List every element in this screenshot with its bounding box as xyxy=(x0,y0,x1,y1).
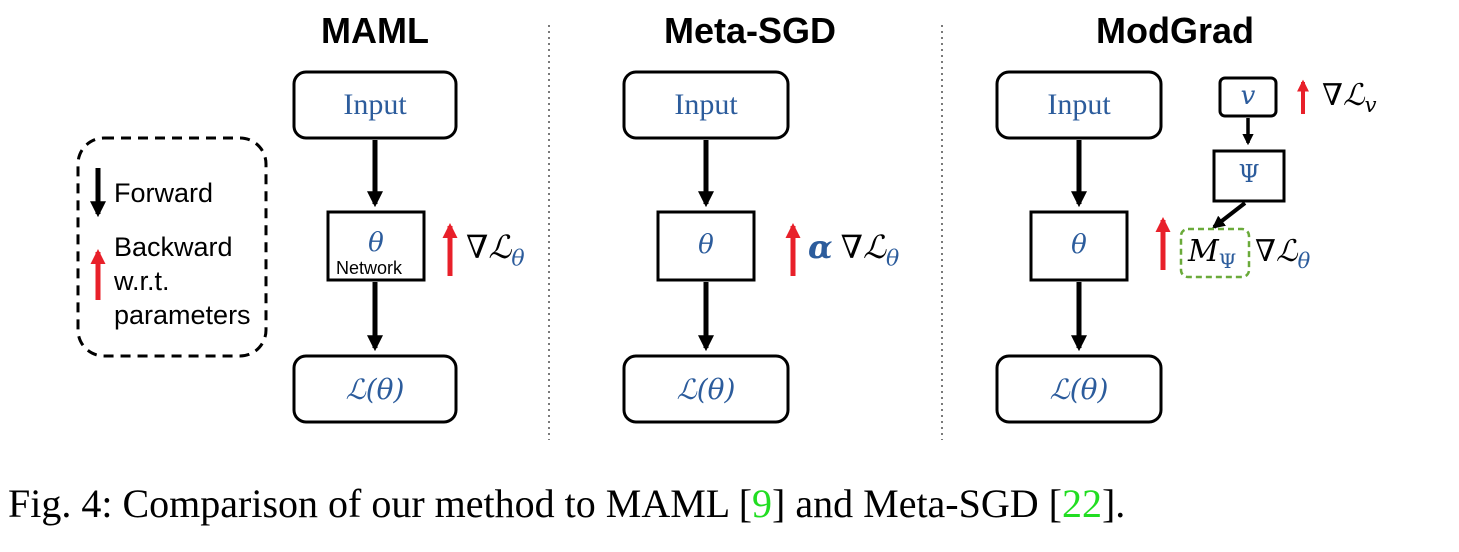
legend-forward: Forward xyxy=(114,178,214,208)
modgrad-v-box xyxy=(1218,76,1278,118)
nabla-icon: ∇ xyxy=(466,228,489,266)
nabla-icon: ∇ xyxy=(1255,234,1276,269)
title-modgrad: ModGrad xyxy=(1096,10,1254,51)
psi-to-m-arrow xyxy=(1211,201,1247,229)
diagram-canvas xyxy=(76,25,1309,440)
metasgd-theta-box xyxy=(656,210,756,282)
legend-backward: Backward xyxy=(114,232,233,262)
title-meta-sgd: Meta-SGD xyxy=(663,10,837,51)
legend-wrt: w.r.t. xyxy=(114,266,170,296)
ref-22-link[interactable]: 22 xyxy=(1061,481,1102,526)
modgrad-loss-label: ℒ(θ) xyxy=(1049,373,1109,406)
modgrad-theta-label: θ xyxy=(1071,230,1087,260)
maml-input-label: Input xyxy=(343,88,407,121)
maml-loss-box xyxy=(292,354,458,424)
metasgd-loss-box xyxy=(622,354,790,424)
figure-caption: Fig. 4: Comparison of our method to MAML… xyxy=(8,481,1126,526)
modgrad-psi-label: Ψ xyxy=(1238,160,1260,188)
modgrad-psi-box xyxy=(1212,149,1286,203)
modgrad-gradient: ∇ℒθ xyxy=(1255,234,1311,273)
metasgd-input-label: Input xyxy=(674,88,738,121)
alpha-symbol: α xyxy=(808,228,833,266)
title-maml: MAML xyxy=(321,10,429,51)
nabla-icon: ∇ xyxy=(1322,78,1343,113)
v-gradient: ∇ℒv xyxy=(1322,78,1377,117)
modgrad-input-box xyxy=(995,70,1163,140)
maml-network-label: Network xyxy=(336,258,403,278)
ref-9-link[interactable]: 9 xyxy=(752,481,773,526)
maml-theta-label: θ xyxy=(368,228,384,258)
maml-gradient: ∇ℒθ xyxy=(466,228,525,272)
legend-parameters: parameters xyxy=(114,300,251,330)
modgrad-v-label: v xyxy=(1240,81,1256,111)
maml-theta-box xyxy=(326,210,426,282)
metasgd-loss-label: ℒ(θ) xyxy=(676,373,736,406)
modgrad-loss-box xyxy=(995,354,1163,424)
maml-input-box xyxy=(292,70,458,140)
maml-loss-label: ℒ(θ) xyxy=(345,373,405,406)
metasgd-gradient: α ∇ℒθ xyxy=(808,228,900,272)
metasgd-input-box xyxy=(622,70,790,140)
m-psi-dashed-box xyxy=(1179,227,1251,279)
modgrad-input-label: Input xyxy=(1047,88,1111,121)
m-psi-label: MΨ xyxy=(1188,234,1237,273)
modgrad-theta-box xyxy=(1029,210,1129,282)
legend-box xyxy=(76,136,268,358)
nabla-icon: ∇ xyxy=(840,228,863,266)
metasgd-theta-label: θ xyxy=(698,230,714,260)
